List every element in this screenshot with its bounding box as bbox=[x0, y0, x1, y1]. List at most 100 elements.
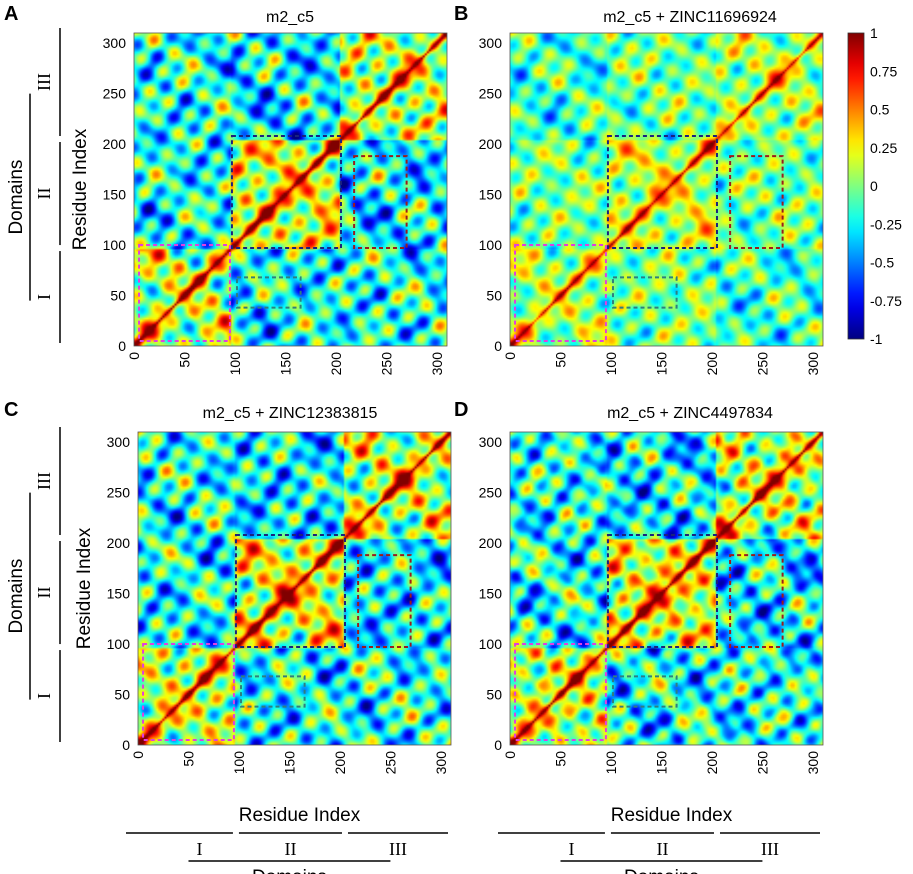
y-tick-label: 0 bbox=[494, 737, 502, 753]
y-tick-label: 150 bbox=[107, 586, 131, 602]
heatmap-image bbox=[134, 33, 447, 346]
plot-frame bbox=[509, 32, 824, 347]
x-tick-label: 150 bbox=[653, 751, 669, 775]
x-tick-label: 0 bbox=[130, 751, 146, 759]
y-tick-label: 50 bbox=[486, 687, 502, 703]
colorbar-bar bbox=[847, 32, 865, 340]
x-tick-label: 200 bbox=[332, 751, 348, 775]
domain-label: II bbox=[284, 839, 296, 859]
plot-frame bbox=[133, 32, 448, 347]
x-tick-label: 300 bbox=[805, 352, 821, 376]
y-tick-label: 250 bbox=[479, 86, 503, 102]
y-tick-label: 200 bbox=[103, 136, 127, 152]
y-tick-label: 100 bbox=[479, 237, 503, 253]
domain-label: III bbox=[34, 73, 54, 91]
heatmap-image bbox=[510, 432, 823, 745]
y-tick-label: 200 bbox=[479, 136, 503, 152]
domain-label: II bbox=[656, 839, 668, 859]
x-tick-label: 50 bbox=[552, 751, 568, 767]
x-tick-label: 100 bbox=[603, 352, 619, 376]
x-tick-label: 200 bbox=[328, 352, 344, 376]
colorbar-tick-label: -1 bbox=[870, 331, 883, 347]
domain-label: II bbox=[34, 587, 54, 599]
y-tick-label: 0 bbox=[122, 737, 130, 753]
panel-title: m2_c5 bbox=[266, 9, 314, 26]
y-tick-label: 50 bbox=[110, 288, 126, 304]
panel-title: m2_c5 + ZINC12383815 bbox=[203, 405, 378, 422]
domain-label: II bbox=[34, 188, 54, 200]
heatmap-image bbox=[138, 432, 451, 745]
highlight-box-I-II-contact bbox=[239, 675, 306, 708]
domains-label: Domains bbox=[252, 867, 327, 874]
plot-frame bbox=[509, 431, 824, 746]
x-tick-label: 300 bbox=[805, 751, 821, 775]
colorbar-tick-label: 0.75 bbox=[870, 63, 897, 79]
x-tick-label: 150 bbox=[281, 751, 297, 775]
panel-letter: A bbox=[4, 3, 18, 25]
panel-letter: D bbox=[454, 399, 468, 421]
highlight-box-domain-I bbox=[138, 244, 231, 342]
colorbar: 1 0.75 0.5 0.25 0 -0.25 -0.5 -0.75 -1 bbox=[847, 25, 902, 347]
y-tick-label: 250 bbox=[103, 86, 127, 102]
domain-label: I bbox=[34, 294, 54, 300]
y-tick-label: 300 bbox=[479, 35, 503, 51]
domain-label: III bbox=[389, 839, 407, 859]
heatmap-image bbox=[510, 33, 823, 346]
y-tick-label: 300 bbox=[103, 35, 127, 51]
x-tick-label: 50 bbox=[552, 352, 568, 368]
y-axis-label: Residue Index bbox=[74, 527, 95, 649]
x-axis-label: Residue Index bbox=[611, 805, 733, 826]
highlight-box-I-II-contact bbox=[235, 276, 302, 309]
colorbar-tick-label: -0.5 bbox=[870, 255, 894, 271]
highlight-box-II-III-contact bbox=[729, 554, 784, 649]
highlight-box-II-III-contact bbox=[729, 155, 784, 250]
domains-label: Domains bbox=[6, 160, 27, 235]
domain-label: I bbox=[196, 839, 202, 859]
x-axis-label: Residue Index bbox=[239, 805, 361, 826]
panel-title: m2_c5 + ZINC11696924 bbox=[603, 9, 777, 26]
panel-letter: B bbox=[454, 3, 468, 25]
x-tick-label: 0 bbox=[502, 352, 518, 360]
highlight-box-domain-II bbox=[606, 533, 718, 649]
y-tick-label: 250 bbox=[479, 485, 503, 501]
x-tick-label: 100 bbox=[231, 751, 247, 775]
x-tick-label: 0 bbox=[126, 352, 142, 360]
highlight-box-I-II-contact bbox=[611, 675, 678, 708]
y-tick-label: 150 bbox=[479, 586, 503, 602]
colorbar-tick-label: 1 bbox=[870, 25, 878, 41]
y-tick-label: 150 bbox=[479, 187, 503, 203]
y-tick-label: 100 bbox=[107, 636, 131, 652]
highlight-box-domain-II bbox=[606, 134, 718, 250]
highlight-box-domain-II bbox=[234, 533, 346, 649]
x-tick-label: 250 bbox=[378, 352, 394, 376]
y-tick-label: 100 bbox=[479, 636, 503, 652]
plot-frame bbox=[137, 431, 452, 746]
highlight-box-domain-I bbox=[514, 244, 607, 342]
domain-label: III bbox=[34, 472, 54, 490]
y-tick-label: 250 bbox=[107, 485, 131, 501]
domains-label: Domains bbox=[624, 867, 699, 874]
colorbar-tick-label: 0.25 bbox=[870, 140, 897, 156]
highlight-box-domain-II bbox=[230, 134, 342, 250]
x-tick-label: 150 bbox=[277, 352, 293, 376]
y-axis-label: Residue Index bbox=[70, 128, 91, 250]
colorbar-tick-label: 0.5 bbox=[870, 102, 890, 118]
x-tick-label: 150 bbox=[653, 352, 669, 376]
x-tick-label: 100 bbox=[227, 352, 243, 376]
highlight-box-domain-I bbox=[514, 643, 607, 741]
domain-label: III bbox=[761, 839, 779, 859]
x-tick-label: 50 bbox=[180, 751, 196, 767]
y-tick-label: 150 bbox=[103, 187, 127, 203]
x-tick-label: 50 bbox=[176, 352, 192, 368]
panel-letter: C bbox=[4, 399, 18, 421]
y-tick-label: 0 bbox=[494, 338, 502, 354]
x-tick-label: 250 bbox=[382, 751, 398, 775]
y-tick-label: 300 bbox=[107, 434, 131, 450]
panel-title: m2_c5 + ZINC4497834 bbox=[607, 405, 773, 422]
colorbar-tick-label: 0 bbox=[870, 178, 878, 194]
y-tick-label: 50 bbox=[114, 687, 130, 703]
